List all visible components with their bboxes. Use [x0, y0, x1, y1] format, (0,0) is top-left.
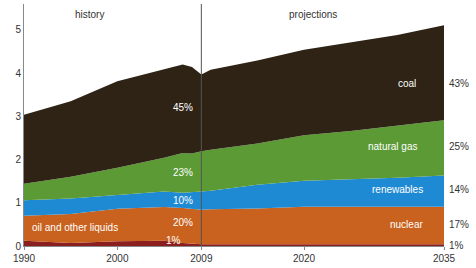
- svg-text:2: 2: [15, 154, 21, 165]
- svg-text:projections: projections: [289, 9, 337, 20]
- svg-text:history: history: [75, 9, 104, 20]
- svg-text:10%: 10%: [173, 195, 193, 206]
- svg-text:nuclear: nuclear: [390, 219, 423, 230]
- svg-text:4: 4: [15, 68, 21, 79]
- svg-text:renewables: renewables: [372, 184, 423, 195]
- svg-text:25%: 25%: [449, 141, 469, 152]
- svg-text:5: 5: [15, 24, 21, 35]
- svg-text:coal: coal: [398, 78, 416, 89]
- svg-text:17%: 17%: [449, 219, 469, 230]
- svg-text:1990: 1990: [13, 253, 36, 264]
- svg-text:2000: 2000: [106, 253, 129, 264]
- svg-text:2009: 2009: [190, 253, 213, 264]
- svg-text:1%: 1%: [166, 235, 181, 246]
- svg-text:natural gas: natural gas: [368, 141, 417, 152]
- svg-text:0: 0: [15, 241, 21, 252]
- svg-text:45%: 45%: [173, 102, 193, 113]
- svg-text:1%: 1%: [449, 240, 464, 251]
- svg-text:2020: 2020: [293, 253, 316, 264]
- svg-text:23%: 23%: [173, 167, 193, 178]
- svg-text:1: 1: [15, 197, 21, 208]
- svg-text:43%: 43%: [449, 78, 469, 89]
- svg-text:oil and other liquids: oil and other liquids: [32, 222, 118, 233]
- svg-text:2035: 2035: [433, 253, 456, 264]
- svg-text:3: 3: [15, 111, 21, 122]
- svg-text:20%: 20%: [173, 217, 193, 228]
- svg-text:14%: 14%: [449, 184, 469, 195]
